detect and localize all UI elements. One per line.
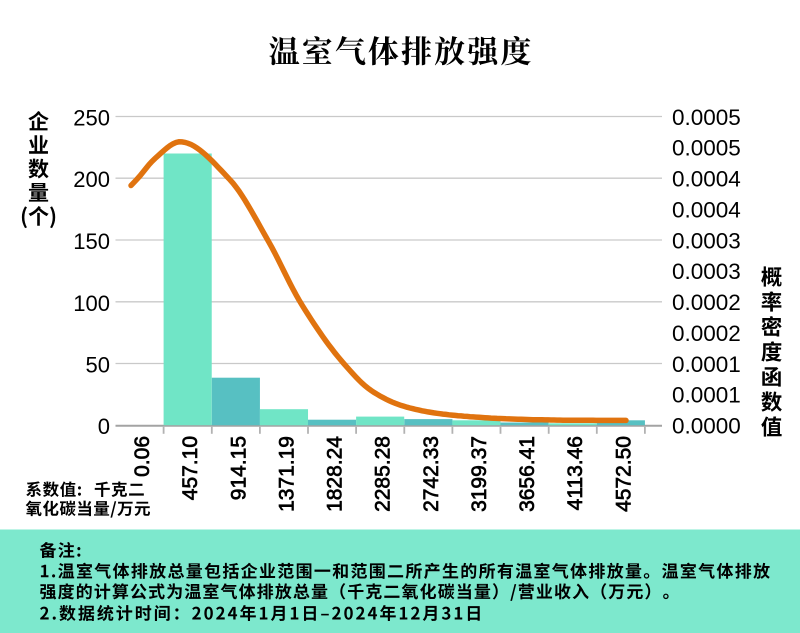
svg-text:3199.37: 3199.37 [468, 436, 491, 512]
svg-text:0.0004: 0.0004 [672, 197, 741, 222]
svg-text:4572.50: 4572.50 [612, 436, 635, 512]
svg-text:1828.24: 1828.24 [324, 436, 347, 512]
svg-text:0.0000: 0.0000 [672, 414, 741, 439]
svg-text:1371.19: 1371.19 [276, 436, 299, 512]
svg-text:50: 50 [86, 353, 110, 378]
svg-text:4113.46: 4113.46 [564, 436, 587, 510]
svg-text:150: 150 [73, 229, 110, 254]
svg-text:0.0005: 0.0005 [672, 105, 741, 130]
svg-text:0.0004: 0.0004 [672, 167, 741, 192]
svg-text:0.0003: 0.0003 [672, 259, 741, 284]
svg-text:0.0001: 0.0001 [672, 352, 741, 377]
svg-text:2285.28: 2285.28 [372, 436, 395, 512]
svg-text:0: 0 [98, 414, 110, 439]
svg-text:0.0002: 0.0002 [672, 290, 741, 315]
svg-text:0.0001: 0.0001 [672, 383, 741, 408]
svg-text:0.06: 0.06 [131, 436, 154, 477]
svg-text:0.0002: 0.0002 [672, 321, 741, 346]
svg-text:100: 100 [73, 291, 110, 316]
svg-text:0.0003: 0.0003 [672, 228, 741, 253]
svg-text:914.15: 914.15 [227, 436, 250, 500]
svg-text:3656.41: 3656.41 [516, 436, 539, 512]
svg-text:250: 250 [73, 106, 110, 131]
svg-text:2742.33: 2742.33 [420, 436, 443, 512]
svg-text:200: 200 [73, 167, 110, 192]
svg-text:457.10: 457.10 [179, 436, 202, 500]
svg-text:0.0005: 0.0005 [672, 136, 741, 161]
